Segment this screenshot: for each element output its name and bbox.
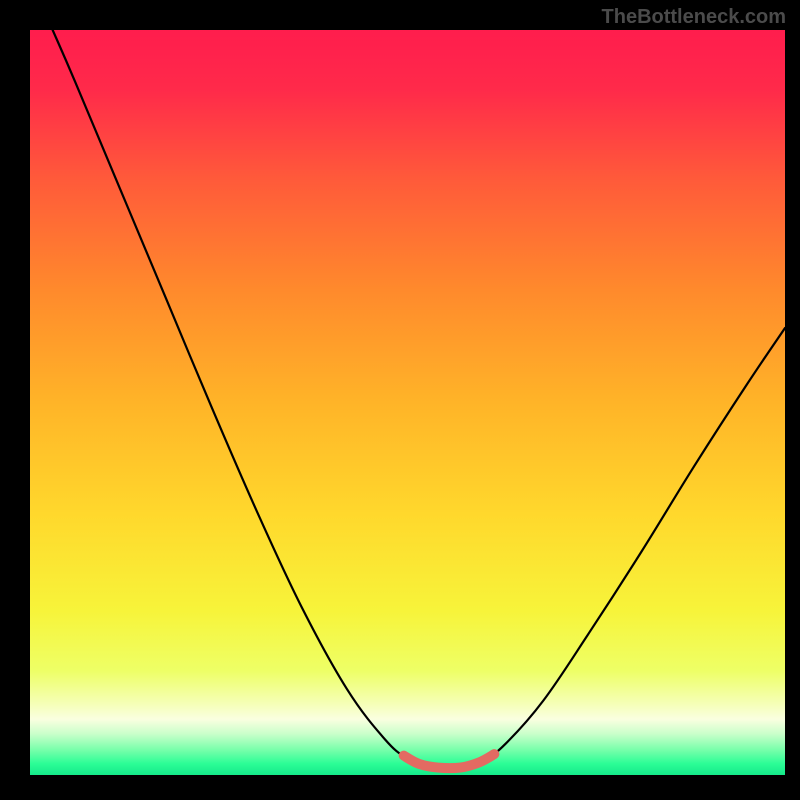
highlight-segment	[404, 754, 495, 768]
bottleneck-curve	[53, 30, 785, 769]
plot-area	[30, 30, 785, 775]
chart-svg	[30, 30, 785, 775]
attribution-label: TheBottleneck.com	[602, 6, 786, 29]
chart-container: TheBottleneck.com	[0, 0, 800, 800]
